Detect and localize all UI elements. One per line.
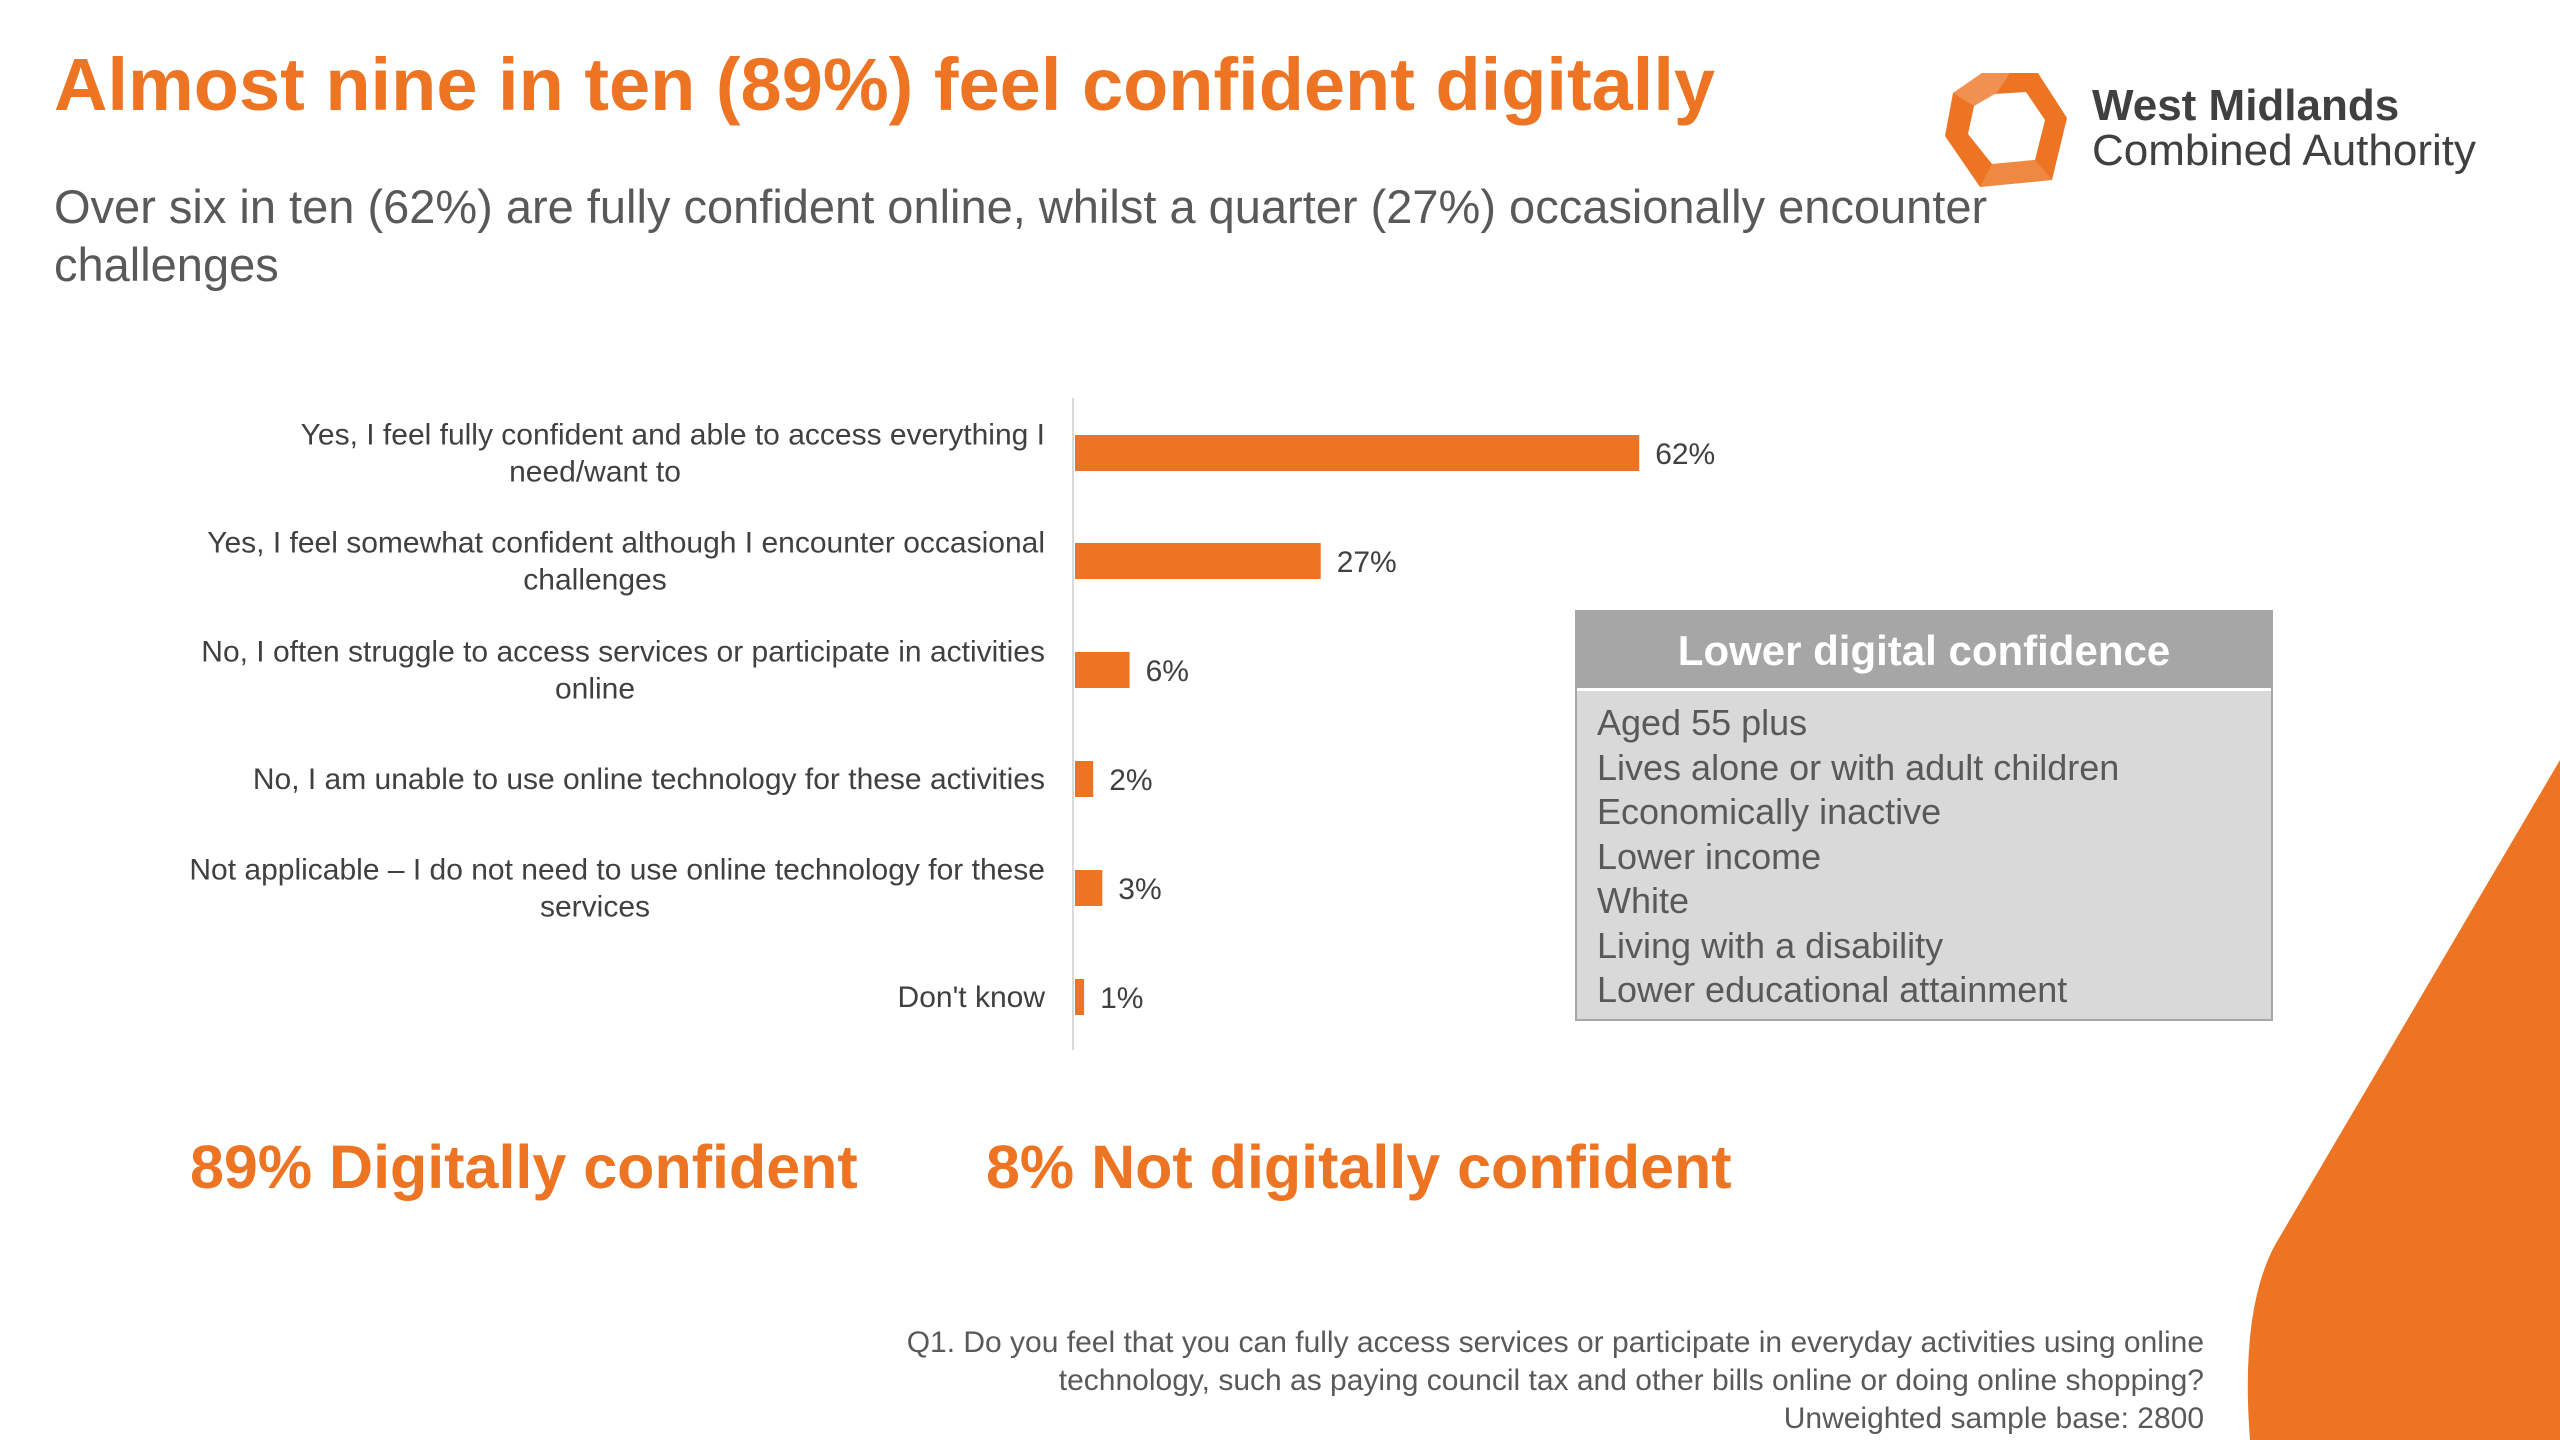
lower-confidence-callout: Lower digital confidence Aged 55 plus Li… xyxy=(1575,610,2273,1021)
bar xyxy=(1075,435,1640,471)
callout-title: Lower digital confidence xyxy=(1577,612,2271,691)
summary-confident: 89% Digitally confident xyxy=(190,1133,858,1201)
bar xyxy=(1075,761,1094,797)
category-label: No, I often struggle to access services … xyxy=(201,636,1045,669)
callout-item: Lives alone or with adult children xyxy=(1597,746,2120,788)
logo-line-2: Combined Authority xyxy=(2092,126,2476,175)
callout-item: Economically inactive xyxy=(1597,791,1942,832)
footnote-question: Q1. Do you feel that you can fully acces… xyxy=(906,1326,2204,1359)
data-label: 2% xyxy=(1109,764,1152,797)
data-label: 1% xyxy=(1100,982,1143,1015)
wmca-logo: West Midlands Combined Authority xyxy=(1940,66,2500,196)
category-label: online xyxy=(555,673,635,706)
category-label: Not applicable – I do not need to use on… xyxy=(189,854,1045,887)
category-label: No, I am unable to use online technology… xyxy=(253,763,1045,796)
callout-item: Aged 55 plus xyxy=(1597,702,1808,743)
data-label: 62% xyxy=(1655,438,1715,471)
data-label: 6% xyxy=(1146,655,1189,688)
bar xyxy=(1075,652,1130,688)
category-label: Don't know xyxy=(898,981,1046,1014)
category-label: challenges xyxy=(523,564,666,597)
footnote-question-cont: technology, such as paying council tax a… xyxy=(1058,1364,2204,1397)
data-label: 3% xyxy=(1118,873,1161,906)
logo-line-1: West Midlands xyxy=(2092,81,2400,130)
page-title: Almost nine in ten (89%) feel confident … xyxy=(54,43,1716,126)
callout-list: Aged 55 plus Lives alone or with adult c… xyxy=(1577,691,2271,1013)
callout-item: Lower income xyxy=(1597,835,1822,877)
bar xyxy=(1075,870,1103,906)
category-label: Yes, I feel somewhat confident although … xyxy=(207,527,1045,560)
summary-not-confident: 8% Not digitally confident xyxy=(986,1133,1732,1201)
page-subtitle: Over six in ten (62%) are fully confiden… xyxy=(54,180,1988,291)
category-label: services xyxy=(540,891,650,924)
footnote-sample-base: Unweighted sample base: 2800 xyxy=(1783,1402,2204,1435)
footnote: Q1. Do you feel that you can fully acces… xyxy=(907,1324,2204,1438)
category-label: need/want to xyxy=(509,456,681,489)
logo-wordmark: West Midlands Combined Authority xyxy=(2092,84,2476,174)
bar xyxy=(1075,543,1321,579)
category-label: Yes, I feel fully confident and able to … xyxy=(301,419,1045,452)
data-label: 27% xyxy=(1337,546,1397,579)
callout-item: White xyxy=(1597,880,1690,921)
callout-item: Lower educational attainment xyxy=(1597,969,2068,1010)
wmca-logo-icon xyxy=(1945,73,2067,187)
callout-item: Living with a disability xyxy=(1597,924,1944,966)
bar xyxy=(1075,979,1085,1015)
